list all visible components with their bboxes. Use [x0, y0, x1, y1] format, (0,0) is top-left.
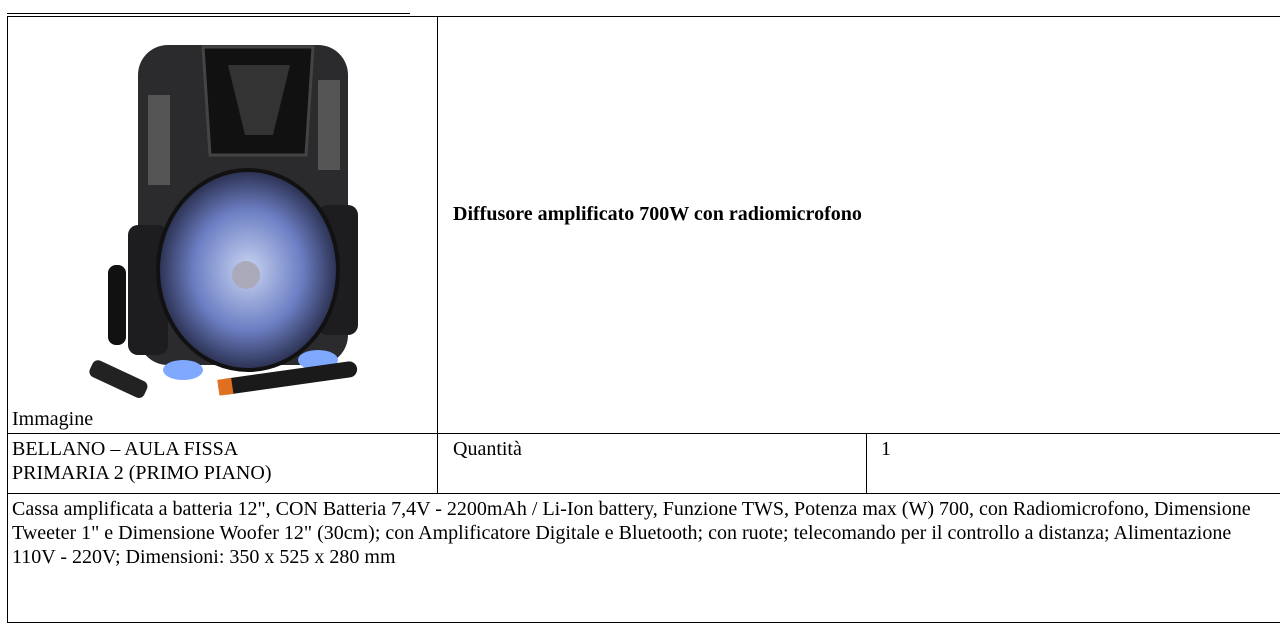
- quantity-cell: 1: [866, 433, 1280, 494]
- location-cell: BELLANO – AULA FISSA PRIMARIA 2 (PRIMO P…: [7, 433, 438, 494]
- title-cell: Diffusore amplificato 700W con radiomicr…: [437, 16, 1280, 434]
- quantity-label-cell: Quantità: [437, 433, 867, 494]
- product-image: [68, 25, 488, 415]
- page: Immagine Diffusore amplificato 700W con …: [0, 0, 1280, 616]
- location: BELLANO – AULA FISSA PRIMARIA 2 (PRIMO P…: [12, 437, 312, 485]
- description-cell: Cassa amplificata a batteria 12", CON Ba…: [7, 493, 1280, 623]
- image-label: Immagine: [12, 407, 93, 431]
- image-cell: Immagine: [7, 16, 438, 434]
- quantity: 1: [881, 437, 891, 461]
- description: Cassa amplificata a batteria 12", CON Ba…: [12, 497, 1274, 569]
- product-title: Diffusore amplificato 700W con radiomicr…: [453, 202, 862, 226]
- quantity-label: Quantità: [453, 437, 522, 461]
- top-rule: [7, 13, 410, 14]
